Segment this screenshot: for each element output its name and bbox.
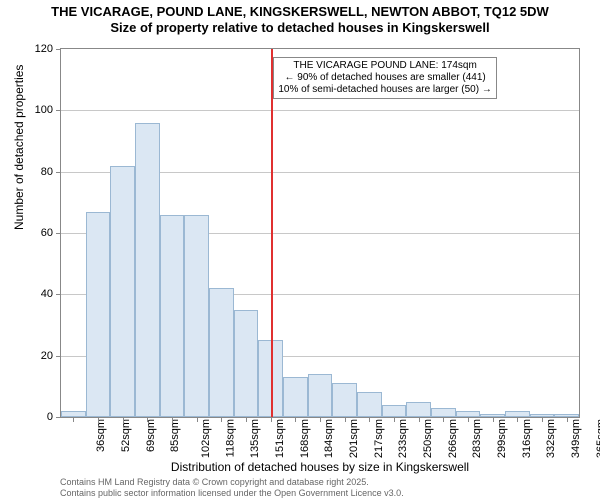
xtick-label: 233sqm [397,419,409,458]
histogram-bar [431,408,456,417]
ytick-mark [56,294,61,295]
ytick-mark [56,172,61,173]
ytick-label: 100 [23,104,53,116]
xtick-mark [419,417,420,422]
xtick-label: 135sqm [249,419,261,458]
xtick-mark [369,417,370,422]
annotation-line: THE VICARAGE POUND LANE: 174sqm [278,60,491,72]
footer-line-1: Contains HM Land Registry data © Crown c… [60,477,404,487]
xtick-label: 85sqm [169,419,181,452]
annotation-line: 10% of semi-detached houses are larger (… [278,84,491,96]
ytick-mark [56,110,61,111]
xtick-mark [197,417,198,422]
histogram-bar [135,123,160,417]
xtick-label: 36sqm [95,419,107,452]
histogram-bar [160,215,185,417]
histogram-bar [184,215,209,417]
xtick-mark [443,417,444,422]
y-axis-label: Number of detached properties [12,65,26,230]
footer-attribution: Contains HM Land Registry data © Crown c… [60,477,404,498]
annotation-box: THE VICARAGE POUND LANE: 174sqm← 90% of … [273,57,496,99]
xtick-mark [394,417,395,422]
reference-line [271,49,273,417]
ytick-mark [56,49,61,50]
gridline [61,110,579,111]
xtick-mark [493,417,494,422]
plot-area: 02040608010012036sqm52sqm69sqm85sqm102sq… [60,48,580,418]
histogram-bar [332,383,357,417]
xtick-mark [221,417,222,422]
histogram-bar [234,310,259,417]
xtick-mark [468,417,469,422]
ytick-label: 40 [23,288,53,300]
xtick-mark [147,417,148,422]
xtick-label: 365sqm [595,419,600,458]
histogram-chart: 02040608010012036sqm52sqm69sqm85sqm102sq… [60,48,580,418]
histogram-bar [86,212,111,417]
annotation-line: ← 90% of detached houses are smaller (44… [278,72,491,84]
page-title: THE VICARAGE, POUND LANE, KINGSKERSWELL,… [0,0,600,37]
ytick-label: 20 [23,350,53,362]
xtick-label: 102sqm [200,419,212,458]
xtick-label: 283sqm [471,419,483,458]
xtick-label: 52sqm [120,419,132,452]
histogram-bar [308,374,333,417]
xtick-label: 266sqm [447,419,459,458]
xtick-label: 316sqm [521,419,533,458]
ytick-mark [56,417,61,418]
xtick-label: 184sqm [323,419,335,458]
xtick-label: 151sqm [274,419,286,458]
histogram-bar [357,392,382,417]
xtick-mark [98,417,99,422]
xtick-mark [73,417,74,422]
title-line-1: THE VICARAGE, POUND LANE, KINGSKERSWELL,… [0,4,600,20]
ytick-mark [56,233,61,234]
xtick-mark [320,417,321,422]
xtick-label: 332sqm [545,419,557,458]
xtick-mark [345,417,346,422]
xtick-mark [517,417,518,422]
xtick-label: 201sqm [348,419,360,458]
ytick-label: 120 [23,43,53,55]
footer-line-2: Contains public sector information licen… [60,488,404,498]
xtick-label: 299sqm [496,419,508,458]
ytick-mark [56,356,61,357]
xtick-mark [172,417,173,422]
title-line-2: Size of property relative to detached ho… [0,20,600,36]
xtick-label: 168sqm [299,419,311,458]
xtick-mark [271,417,272,422]
x-axis-label: Distribution of detached houses by size … [60,460,580,474]
xtick-label: 349sqm [570,419,582,458]
xtick-mark [246,417,247,422]
xtick-mark [295,417,296,422]
ytick-label: 80 [23,166,53,178]
xtick-mark [542,417,543,422]
ytick-label: 60 [23,227,53,239]
xtick-label: 217sqm [373,419,385,458]
xtick-mark [567,417,568,422]
histogram-bar [283,377,308,417]
histogram-bar [209,288,234,417]
xtick-label: 118sqm [224,419,236,457]
histogram-bar [406,402,431,417]
histogram-bar [382,405,407,417]
xtick-label: 250sqm [422,419,434,458]
ytick-label: 0 [23,411,53,423]
histogram-bar [110,166,135,417]
xtick-label: 69sqm [145,419,157,452]
xtick-mark [123,417,124,422]
